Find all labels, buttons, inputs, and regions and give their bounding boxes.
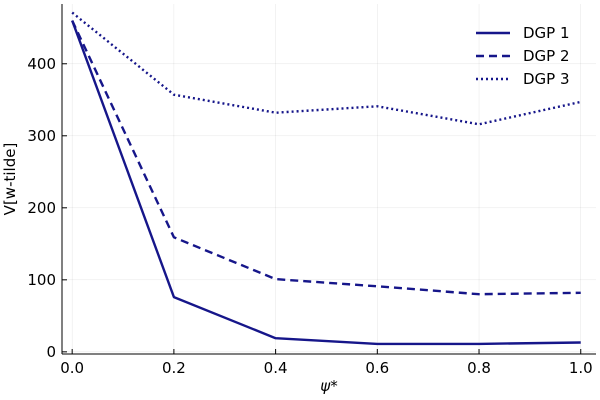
x-ticks: 0.0 0.2 0.4 0.6 0.8 1.0 xyxy=(60,349,593,377)
x-tick-label: 1.0 xyxy=(569,359,593,377)
series-line-dgp-2 xyxy=(71,20,581,296)
legend: DGP 1 DGP 2 DGP 3 xyxy=(476,24,570,88)
series-lines xyxy=(71,11,581,346)
grid xyxy=(62,4,596,354)
x-tick-label: 0.2 xyxy=(162,359,186,377)
legend-label-dgp-3: DGP 3 xyxy=(523,70,570,88)
y-tick-label: 100 xyxy=(27,271,56,289)
x-tick-label: 0.8 xyxy=(467,359,491,377)
x-tick-label: 0.0 xyxy=(60,359,84,377)
y-tick-label: 0 xyxy=(46,343,56,361)
y-tick-label: 300 xyxy=(27,127,56,145)
y-tick-label: 200 xyxy=(27,199,56,217)
x-axis-label: ψ* xyxy=(320,377,338,395)
axes xyxy=(61,4,596,355)
series-line-dgp-3 xyxy=(71,11,581,126)
y-tick-label: 400 xyxy=(27,55,56,73)
legend-label-dgp-1: DGP 1 xyxy=(523,24,570,42)
x-tick-label: 0.6 xyxy=(365,359,389,377)
x-tick-label: 0.4 xyxy=(264,359,288,377)
y-ticks: 0 100 200 300 400 xyxy=(27,55,67,361)
legend-label-dgp-2: DGP 2 xyxy=(523,47,570,65)
series-line-dgp-1 xyxy=(71,20,581,346)
y-axis-label: V[w-tilde] xyxy=(1,143,19,216)
